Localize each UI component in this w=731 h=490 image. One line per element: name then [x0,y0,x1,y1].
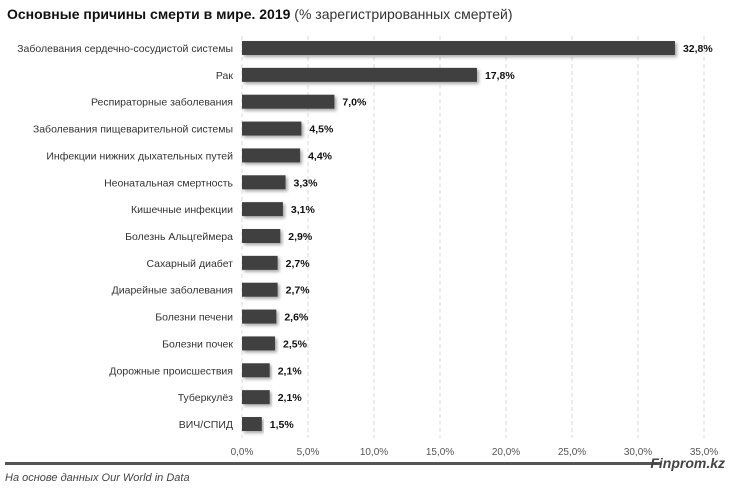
x-tick-label: 5,0% [297,447,320,458]
category-label: Болезни почек [162,338,233,350]
data-label: 17,8% [485,70,515,82]
category-label: Диарейные заболевания [112,285,233,297]
bar [242,255,278,270]
category-label: ВИЧ/СПИД [179,419,233,431]
category-label: Заболевания пищеварительной системы [33,124,233,136]
data-label: 2,9% [288,231,313,243]
bar [242,229,281,243]
category-label: Инфекции нижних дыхательных путей [46,150,233,162]
bar [242,67,477,82]
bar [242,309,277,324]
category-label: Туберкулёз [178,392,233,404]
bar [242,202,283,217]
category-label: Дорожные происшествия [109,365,233,377]
data-label: 7,0% [342,97,367,109]
bar [242,282,278,297]
category-label: Заболевания сердечно-сосудистой системы [17,43,233,55]
bar [242,390,270,405]
title-main: Основные причины смерти в мире. 2019 [7,6,291,22]
chart-title: Основные причины смерти в мире. 2019 (% … [7,6,513,22]
bar [242,41,675,55]
data-label: 2,1% [278,365,303,377]
footer-rule [5,462,660,465]
bar [242,363,270,378]
data-label: 2,5% [283,338,308,350]
category-label: Неонатальная смертность [104,177,233,189]
title-subtitle: (% зарегистрированных смертей) [294,6,513,22]
x-tick-label: 20,0% [492,447,520,458]
x-tick-label: 0,0% [231,447,254,458]
bar [242,417,262,431]
data-label: 1,5% [270,419,295,431]
data-label: 3,3% [294,177,319,189]
bar [242,175,286,190]
source-note: На основе данных Our World in Data [5,472,190,484]
category-label: Рак [216,70,233,82]
data-label: 4,4% [308,150,333,162]
brand-logo: Finprom.kz [650,455,725,471]
x-tick-label: 15,0% [426,447,454,458]
bar [242,148,301,163]
category-label: Сахарный диабет [146,258,233,270]
data-label: 2,6% [284,312,309,324]
x-tick-label: 35,0% [690,447,718,458]
data-label: 3,1% [291,204,316,216]
x-tick-label: 10,0% [360,447,388,458]
category-label: Кишечные инфекции [131,204,233,216]
bar [242,121,302,136]
x-tick-label: 30,0% [624,447,652,458]
bar [242,336,275,351]
category-label: Болезнь Альцгеймера [125,231,233,243]
data-label: 32,8% [683,43,713,55]
x-tick-label: 25,0% [558,447,586,458]
category-label: Респираторные заболевания [91,97,233,109]
category-label: Болезни печени [155,312,233,324]
data-label: 2,7% [286,258,311,270]
data-label: 2,7% [286,285,311,297]
bar [242,94,335,109]
data-label: 2,1% [278,392,303,404]
data-label: 4,5% [309,124,334,136]
